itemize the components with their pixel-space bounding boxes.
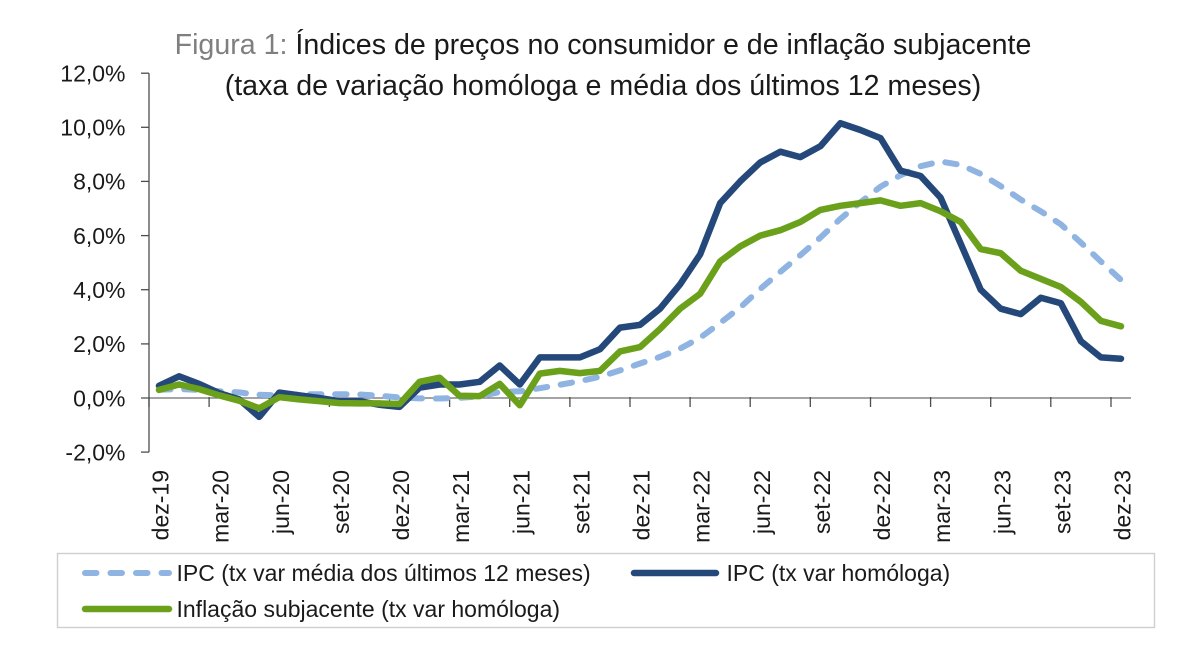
svg-text:jun-23: jun-23: [989, 470, 1015, 535]
svg-text:-2,0%: -2,0%: [65, 439, 125, 465]
svg-text:0,0%: 0,0%: [73, 385, 125, 411]
svg-text:6,0%: 6,0%: [73, 223, 125, 249]
svg-text:Inflação subjacente (tx var ho: Inflação subjacente (tx var homóloga): [177, 596, 561, 622]
svg-text:mar-22: mar-22: [689, 470, 715, 543]
svg-text:set-22: set-22: [809, 470, 835, 534]
svg-text:jun-21: jun-21: [508, 470, 534, 535]
svg-text:dez-21: dez-21: [629, 470, 655, 540]
svg-text:jun-20: jun-20: [268, 470, 294, 535]
svg-text:4,0%: 4,0%: [73, 277, 125, 303]
svg-text:dez-20: dez-20: [388, 470, 414, 540]
svg-text:12,0%: 12,0%: [60, 61, 125, 87]
svg-text:IPC (tx var homóloga): IPC (tx var homóloga): [727, 560, 951, 586]
svg-text:2,0%: 2,0%: [73, 331, 125, 357]
svg-text:IPC (tx var média dos últimos: IPC (tx var média dos últimos 12 meses): [177, 560, 591, 586]
svg-text:10,0%: 10,0%: [60, 115, 125, 141]
svg-text:dez-22: dez-22: [869, 470, 895, 540]
svg-text:jun-22: jun-22: [749, 470, 775, 535]
svg-text:Figura 1: Índices de preços no: Figura 1: Índices de preços no consumido…: [175, 28, 1032, 61]
svg-text:mar-23: mar-23: [929, 470, 955, 543]
svg-text:set-23: set-23: [1050, 470, 1076, 534]
svg-text:dez-23: dez-23: [1110, 470, 1136, 540]
svg-text:8,0%: 8,0%: [73, 169, 125, 195]
svg-text:mar-21: mar-21: [448, 470, 474, 543]
svg-text:set-20: set-20: [328, 470, 354, 534]
svg-text:set-21: set-21: [569, 470, 595, 534]
svg-text:dez-19: dez-19: [148, 470, 174, 540]
svg-text:mar-20: mar-20: [208, 470, 234, 543]
svg-text:(taxa de variação homóloga e m: (taxa de variação homóloga e média dos ú…: [225, 70, 982, 102]
